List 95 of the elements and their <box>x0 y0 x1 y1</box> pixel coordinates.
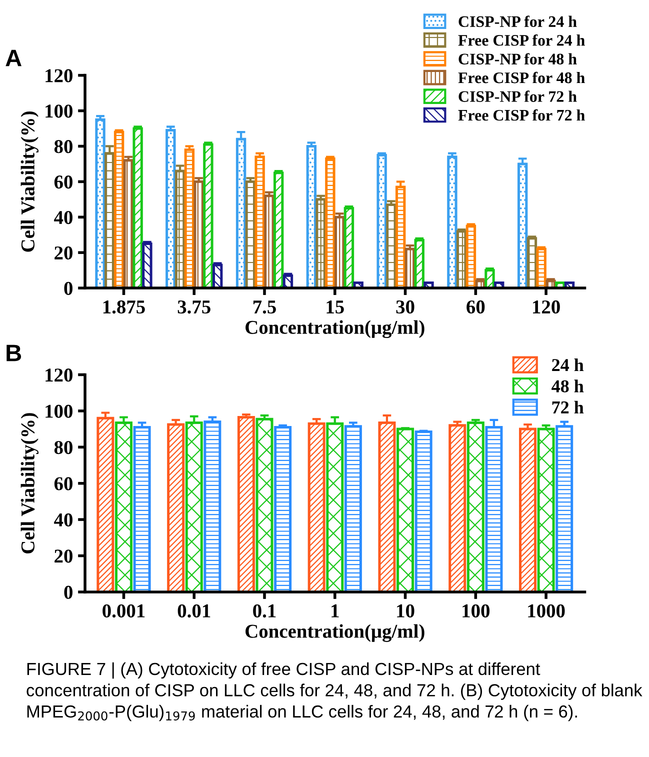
bar <box>517 162 528 288</box>
y-tick-label: 80 <box>54 440 72 454</box>
x-tick-label: 15 <box>326 300 344 314</box>
bar <box>414 238 424 288</box>
bar <box>254 156 265 288</box>
y-tick-label: 0 <box>64 586 72 599</box>
y-tick-label: 120 <box>46 368 72 382</box>
bar <box>556 425 574 592</box>
x-tick-label: 1 <box>332 604 339 618</box>
bar <box>114 421 132 592</box>
bar <box>264 194 274 288</box>
y-tick-label: 0 <box>64 282 72 295</box>
bar <box>167 423 185 592</box>
bar <box>256 418 274 592</box>
legend-label: 72 h <box>552 400 584 414</box>
bar <box>132 127 143 288</box>
bar <box>95 118 106 288</box>
bar <box>344 207 354 288</box>
y-tick-label: 100 <box>46 404 72 418</box>
bar <box>386 203 396 288</box>
x-axis-title: Concentration(μg/ml) <box>246 320 424 338</box>
bar <box>96 416 114 592</box>
bar <box>194 180 204 288</box>
bar <box>133 426 151 592</box>
x-tick-label: 60 <box>466 300 485 314</box>
legend-label: CISP-NP for 72 h <box>458 90 577 102</box>
y-tick-label: 20 <box>54 246 72 260</box>
bar <box>114 130 124 288</box>
x-tick-label: 3.75 <box>178 300 210 314</box>
y-tick-label: 60 <box>54 477 72 490</box>
x-tick-label: 100 <box>462 604 490 618</box>
bar <box>245 180 256 288</box>
chart-title: A <box>6 50 22 66</box>
bar <box>396 428 414 592</box>
y-tick-label: 100 <box>46 104 72 118</box>
bar <box>204 420 222 592</box>
bar <box>203 143 214 288</box>
bar <box>447 156 458 288</box>
legend-label: CISP-NP for 24 h <box>458 16 577 28</box>
bar <box>274 426 292 592</box>
y-tick-label: 60 <box>54 175 72 189</box>
y-tick-label: 20 <box>54 550 72 563</box>
bar <box>378 421 396 592</box>
legend-label: Free CISP for 24 h <box>458 34 585 46</box>
legend-label: Free CISP for 48 h <box>458 72 585 84</box>
bar <box>174 170 186 288</box>
bar <box>273 172 284 288</box>
bar <box>537 428 555 592</box>
x-tick-label: 0.1 <box>253 604 276 618</box>
bar <box>237 416 255 592</box>
bar <box>466 421 484 592</box>
x-tick-label: 120 <box>533 300 560 314</box>
y-axis-title: Cell Viability(%) <box>20 112 38 252</box>
caption: FIGURE 7 | (A) Cytotoxicity of free CISP and CISP-NPs at different concentration of CISP on LLC cells for 24, 48, and 72 h. (B) Cytotoxicity of blank MPEG$_{2000}$-P(Glu)$_{1979}$ material on LLC cells for 24, 48, and 72 h (n = 6). <box>26 662 642 722</box>
x-tick-label: 7.5 <box>253 300 276 314</box>
bar <box>306 144 317 288</box>
x-tick-label: 0.01 <box>178 604 210 618</box>
bar <box>123 159 134 288</box>
y-axis-title: Cell Viability(%) <box>20 413 38 554</box>
y-tick-label: 40 <box>54 210 72 224</box>
bar <box>308 422 326 592</box>
x-tick-label: 10 <box>397 604 414 618</box>
bar <box>448 424 466 592</box>
y-tick-label: 40 <box>54 513 72 526</box>
bar <box>536 248 546 288</box>
bar <box>395 186 406 288</box>
bar <box>485 426 503 592</box>
bar <box>185 421 203 592</box>
x-tick-label: 1.875 <box>103 300 145 314</box>
bar <box>325 157 336 288</box>
legend-label: 48 h <box>552 380 584 392</box>
x-tick-label: 0.001 <box>102 604 145 618</box>
bar <box>166 129 176 288</box>
y-tick-label: 120 <box>46 69 72 82</box>
legend-label: Free CISP for 72 h <box>458 109 585 121</box>
bar <box>456 230 467 288</box>
bar <box>142 242 152 288</box>
x-tick-label: 30 <box>396 300 414 314</box>
bar <box>414 430 432 592</box>
y-tick-label: 80 <box>54 140 72 154</box>
x-tick-label: 1000 <box>528 604 565 618</box>
bar <box>518 428 536 592</box>
bar <box>466 224 476 288</box>
x-axis-title: Concentration(μg/ml) <box>246 624 424 642</box>
bar <box>326 422 344 592</box>
bar <box>236 138 246 288</box>
legend-label: CISP-NP for 48 h <box>458 53 577 64</box>
bar <box>376 154 387 288</box>
chart-title: B <box>6 344 22 362</box>
bar <box>316 198 326 288</box>
bar <box>344 425 362 592</box>
bar <box>334 216 345 288</box>
bar <box>184 148 195 288</box>
bar <box>212 264 223 288</box>
legend-label: 24 h <box>552 358 584 372</box>
